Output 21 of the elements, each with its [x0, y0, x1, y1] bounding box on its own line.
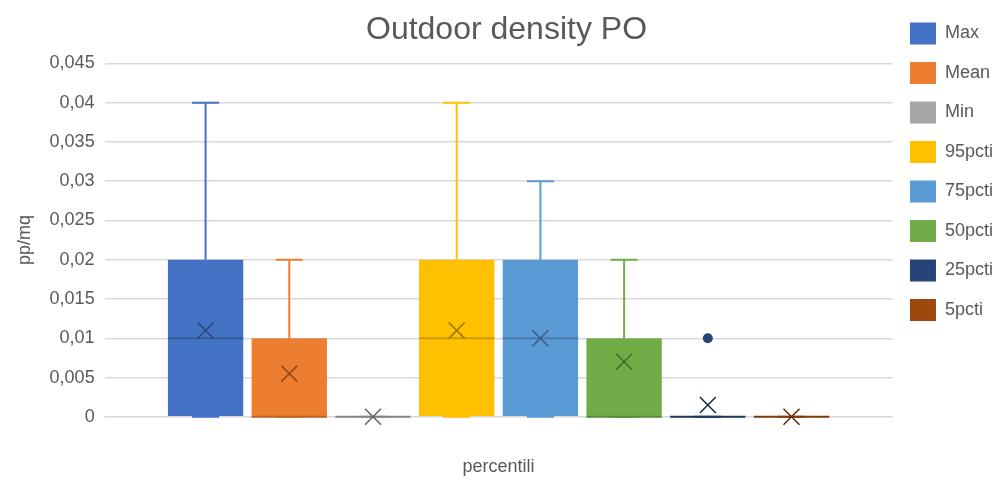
- legend-label: 50pcti: [944, 219, 994, 240]
- y-tick-label: 0,03: [59, 170, 95, 191]
- legend-label: Min: [944, 101, 974, 122]
- y-tick-label: 0,015: [49, 287, 95, 308]
- legend-label: 5pcti: [944, 298, 983, 319]
- y-axis-title: pp/mq: [13, 215, 34, 266]
- x-axis-title: percentili: [462, 456, 535, 477]
- y-tick-label: 0,035: [49, 130, 95, 151]
- y-tick-label: 0,025: [49, 209, 95, 230]
- y-tick-label: 0: [84, 405, 95, 426]
- y-tick-label: 0,045: [49, 52, 95, 73]
- chart-title: Outdoor density PO: [365, 10, 648, 47]
- legend-label: 95pcti: [944, 140, 994, 161]
- y-tick-label: 0,01: [59, 327, 95, 348]
- legend-label: 75pcti: [944, 180, 994, 201]
- y-tick-label: 0,04: [59, 91, 95, 112]
- y-tick-label: 0,02: [59, 248, 95, 269]
- legend-label: 25pcti: [944, 259, 994, 280]
- y-tick-label: 0,005: [49, 366, 95, 387]
- legend-label: Max: [944, 22, 979, 43]
- legend-label: Mean: [944, 61, 990, 82]
